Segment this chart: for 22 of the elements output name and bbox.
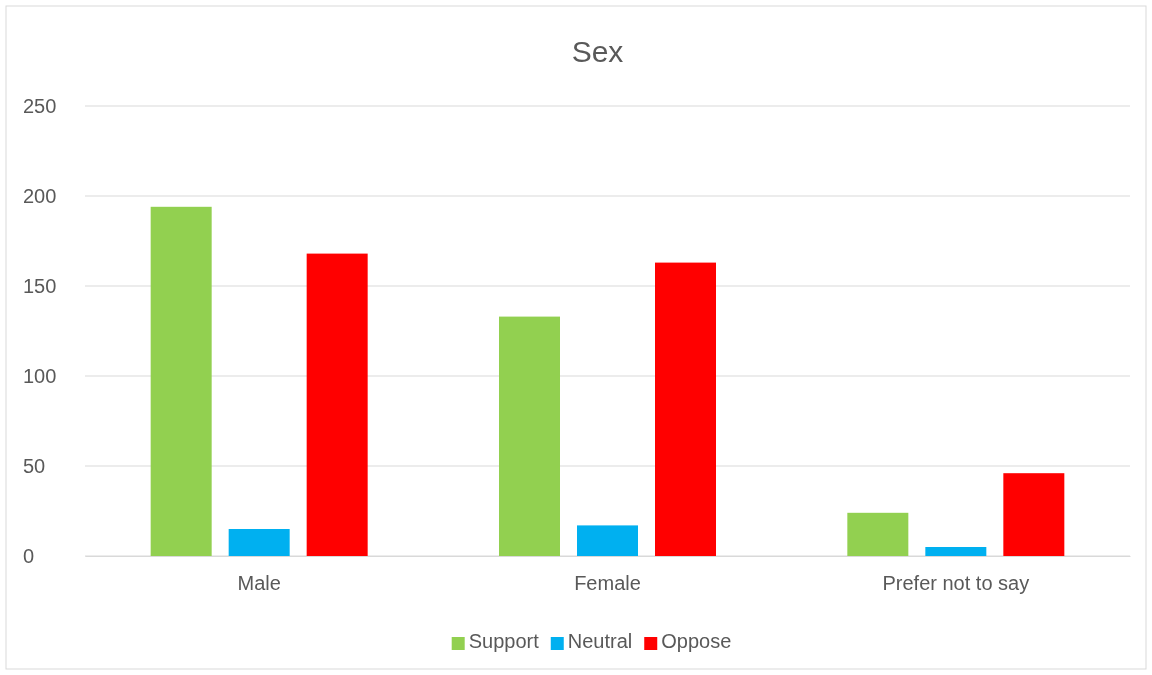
y-tick-label: 150 (23, 274, 57, 297)
bar (655, 262, 716, 556)
legend-label: Oppose (661, 630, 732, 652)
bar (499, 316, 560, 556)
legend-label: Neutral (567, 630, 633, 652)
x-tick-label: Female (574, 572, 641, 595)
bar (228, 529, 290, 556)
x-tick-label: Prefer not to say (882, 572, 1030, 595)
chart-title: Sex (571, 35, 624, 68)
bar (306, 253, 368, 556)
y-tick-label: 200 (23, 184, 57, 207)
x-tick-label: Male (237, 572, 281, 595)
bar (925, 547, 987, 556)
bar (1003, 473, 1065, 556)
bar (847, 512, 909, 556)
y-tick-label: 0 (23, 544, 35, 567)
bar (577, 525, 638, 556)
legend-label: Support (468, 630, 540, 652)
bar (150, 206, 212, 556)
y-tick-label: 250 (23, 94, 57, 117)
y-tick-label: 50 (23, 454, 46, 477)
y-tick-label: 100 (23, 364, 57, 387)
